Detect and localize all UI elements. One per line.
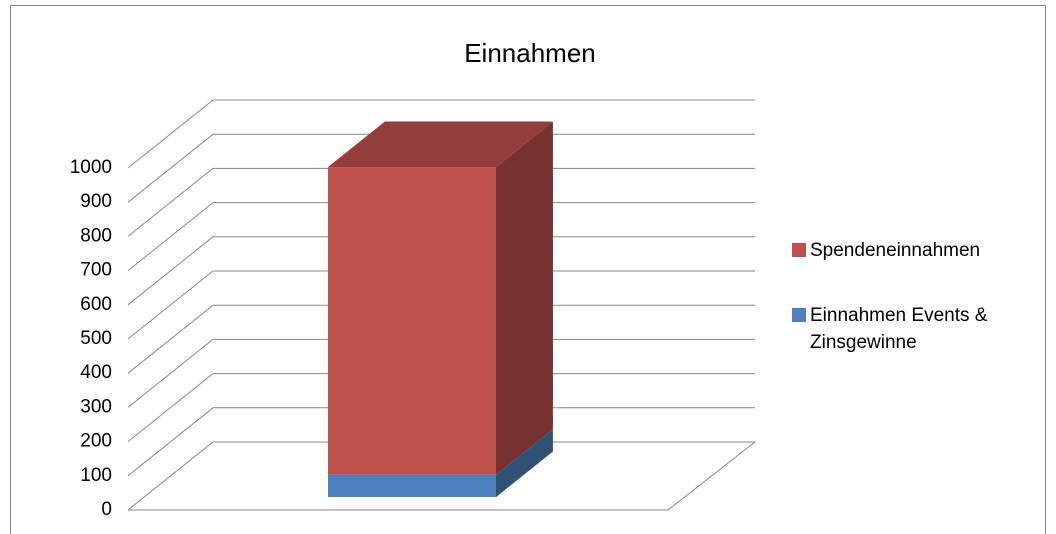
legend-label: Spendeneinnahmen [810,240,981,261]
grid-line [127,441,755,511]
y-tick-label: 0 [101,499,112,520]
bar-side [496,121,553,475]
grid-line [127,202,755,271]
legend-item: Einnahmen Events & Zinsgewinne [792,302,1032,356]
grid-line [127,133,755,203]
grid-line [127,338,755,408]
grid-line [127,373,755,442]
y-tick-label: 200 [80,431,112,452]
y-tick-label: 400 [80,362,112,383]
grid-line [127,236,755,306]
grid-line [127,167,755,237]
bar-side [496,429,553,498]
y-tick-label: 800 [80,225,112,246]
legend-label: Einnahmen Events & Zinsgewinne [810,305,988,353]
y-tick-label: 700 [80,260,112,281]
legend-swatch [792,308,806,322]
chart-title: Einnahmen [464,38,596,68]
legend-swatch [792,243,806,257]
grid-line [127,407,755,477]
y-tick-label: 300 [80,396,112,417]
grid-line [127,99,755,169]
y-tick-label: 600 [80,294,112,315]
grid-line [127,270,755,340]
bar-top [328,121,553,168]
y-tick-label: 100 [80,465,112,486]
y-tick-label: 1000 [70,157,112,178]
y-tick-label: 500 [80,328,112,349]
grid-line [127,304,755,374]
bar [328,167,496,475]
y-tick-label: 900 [80,191,112,212]
legend-item: Spendeneinnahmen [792,237,1032,264]
bar [328,474,496,498]
floor [128,441,756,511]
